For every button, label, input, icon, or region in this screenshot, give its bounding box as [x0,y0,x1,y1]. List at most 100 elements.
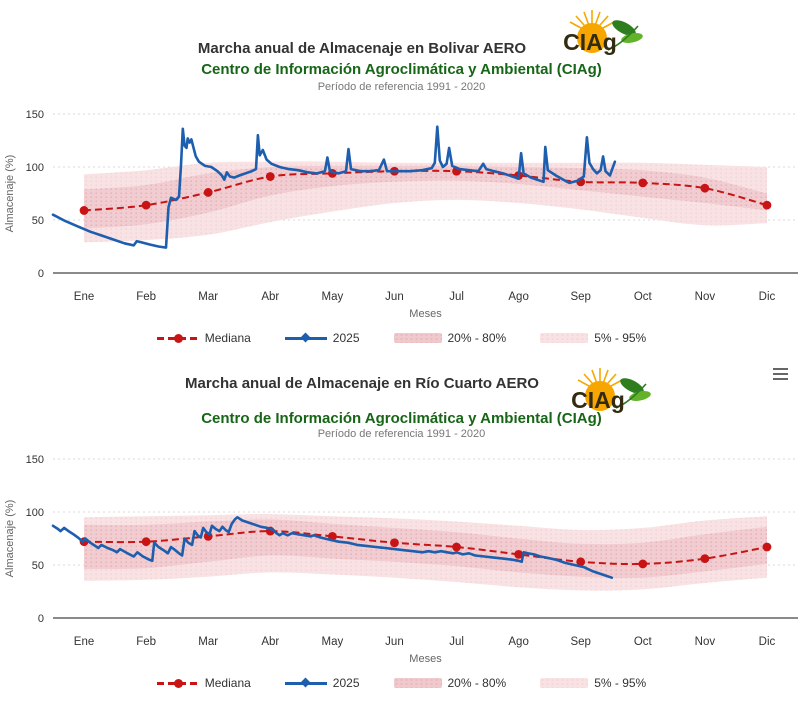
y-tick-label: 50 [32,560,44,572]
x-tick-label: Jul [449,636,464,648]
line-swatch-icon [284,332,327,343]
x-tick-label: Dic [759,291,776,303]
y-tick-label: 100 [26,162,44,174]
median-point [638,559,648,569]
sun-icon [577,23,607,53]
chart-title: Marcha anual de Almacenaje en Bolivar AE… [197,40,527,57]
x-tick-label: Nov [695,291,716,303]
ciag-logo: CIAg [556,10,646,62]
legend-item-mediana[interactable]: Mediana [156,676,251,690]
band-light-swatch-icon [540,333,589,343]
median-point [514,550,524,559]
chart-subtitle: Centro de Información Agroclimática y Am… [201,410,602,427]
sun-icon [585,381,615,411]
legend-label: 20% - 80% [447,676,507,690]
plot-area-bolivar: 0 50 100 150 Almacenaje (%) Ene Feb Mar Abr May Ju… [0,100,803,328]
median-swatch-icon [156,333,199,343]
median-line [83,530,768,566]
legend-item-2025[interactable]: 2025 [284,676,360,690]
legend-item-2025[interactable]: 2025 [284,331,360,345]
x-tick-label: May [322,291,344,303]
y-tick-label: 150 [26,109,44,121]
ciag-logo-text: CIAg [571,387,625,413]
reference-period: Período de referencia 1991 - 2020 [317,81,486,93]
median-point [452,542,461,552]
legend-label: 2025 [332,676,360,690]
chart-svg: 0 50 100 150 Almacenaje (%) Ene Feb Mar Abr May Ju… [4,454,798,665]
band-light-swatch-icon [540,678,589,688]
x-tick-label: Ene [74,636,94,648]
x-tick-label: Jun [385,636,404,648]
x-tick-label: Ene [74,291,94,303]
legend-item-5-95[interactable]: 5% - 95% [540,676,646,690]
x-tick-label: Oct [634,291,653,303]
x-tick-label: Ago [508,636,528,648]
ciag-logo-text: CIAg [563,29,617,55]
y-tick-label: 150 [26,454,44,466]
x-tick-label: Nov [695,636,716,648]
band-dark-swatch-icon [393,333,442,343]
ciag-logo-graphic: CIAg [563,10,643,55]
median-point [79,206,89,215]
leaf-icon [607,20,643,51]
x-tick-label: May [322,636,344,648]
x-tick-label: Feb [136,291,156,303]
x-tick-label: Abr [261,636,279,648]
y-tick-label: 50 [32,215,44,227]
median-point [576,557,586,567]
legend-label: 5% - 95% [594,676,647,690]
legend-item-5-95[interactable]: 5% - 95% [540,331,646,345]
legend-label: 5% - 95% [594,331,647,345]
chart-title: Marcha anual de Almacenaje en Río Cuarto… [185,375,539,392]
legend-label: Mediana [204,331,251,345]
x-tick-label: Sep [570,291,590,303]
ciag-logo-graphic: CIAg [571,368,651,413]
legend-item-20-80[interactable]: 20% - 80% [393,331,507,345]
x-tick-label: Feb [136,636,156,648]
y-tick-label: 0 [38,268,44,280]
median-point [762,200,772,210]
y-axis-title: Almacenaje (%) [4,155,16,233]
x-tick-label: Jul [449,291,464,303]
chart-svg: 0 50 100 150 Almacenaje (%) Ene Feb Mar Abr May Ju… [4,109,798,320]
median-point [390,538,399,548]
legend-item-20-80[interactable]: 20% - 80% [393,676,507,690]
line-swatch-icon [284,677,327,688]
median-point [265,172,275,181]
y-tick-label: 0 [38,613,44,625]
x-tick-label: Dic [759,636,776,648]
band-20-80- [84,519,767,579]
leaf-icon [615,378,651,409]
median-point [700,554,710,564]
legend-label: 20% - 80% [447,331,507,345]
x-tick-label: Abr [261,291,279,303]
plot-area-rio-cuarto: 0 50 100 150 Almacenaje (%) Ene Feb Mar Abr May Ju… [0,445,803,673]
y-axis-title: Almacenaje (%) [4,500,16,578]
y-tick-label: 100 [26,507,44,519]
median-point [141,200,151,210]
x-tick-label: Mar [198,636,218,648]
chart-subtitle: Centro de Información Agroclimática y Am… [201,61,602,78]
x-tick-label: Ago [508,291,528,303]
x-tick-label: Mar [198,291,218,303]
median-point [141,537,151,547]
hamburger-menu-icon[interactable] [771,364,791,384]
x-axis-title: Meses [409,653,442,665]
legend-item-mediana[interactable]: Mediana [156,331,251,345]
median-swatch-icon [156,678,199,688]
chart-bolivar: Marcha anual de Almacenaje en Bolivar AE… [0,10,803,345]
x-axis-title: Meses [409,308,442,320]
median-point [762,542,772,552]
chart-legend: Mediana 2025 20% - 80% 5% - 95% [0,676,803,690]
band-20-80- [84,165,767,229]
x-tick-label: Oct [634,636,653,648]
x-tick-label: Sep [570,636,590,648]
series-2025-line [51,125,617,249]
ciag-logo: CIAg [564,368,654,420]
median-point [638,178,648,188]
band-dark-swatch-icon [393,678,442,688]
legend-label: Mediana [204,676,251,690]
x-tick-label: Jun [385,291,404,303]
reference-period: Período de referencia 1991 - 2020 [317,428,486,440]
